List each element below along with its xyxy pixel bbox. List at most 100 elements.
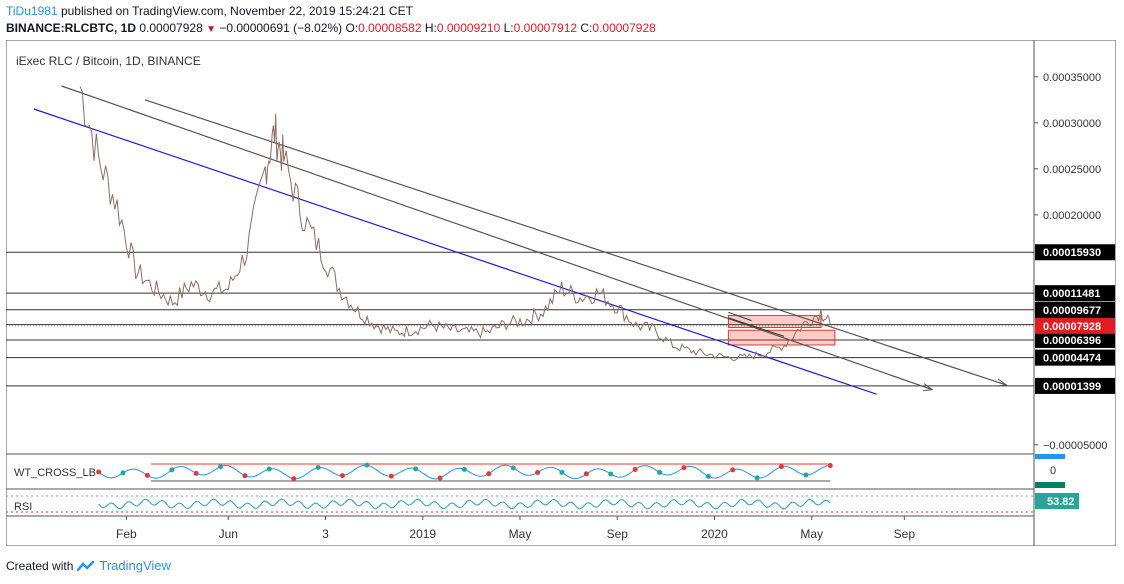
wt-cross-dot (608, 471, 614, 477)
price-axis: 0.00035000 0.00030000 0.00025000 0.00020000… (1034, 72, 1108, 452)
wt-cross-dot (218, 464, 224, 470)
wt-cross-dot (96, 469, 102, 475)
wt-cross-dot (778, 464, 784, 470)
x-tick-label: May (800, 527, 823, 541)
y-tick-label: 0.00025000 (1043, 164, 1101, 176)
tradingview-brand-link[interactable]: TradingView (99, 558, 171, 573)
wt-cross-dot (193, 470, 199, 476)
wt-cross-dot (437, 475, 443, 481)
wt-cross-dot (144, 472, 150, 478)
x-tick-label: Feb (116, 527, 137, 541)
wt-cross-dot (535, 469, 541, 475)
wt-cross-dot (315, 465, 321, 471)
x-tick-label: Sep (607, 527, 629, 541)
wt-cross-dot (266, 466, 272, 472)
wt-cross-dot (169, 467, 175, 473)
level-label-box (1035, 377, 1115, 394)
level-label-box (1035, 301, 1115, 318)
wt-cross-dot (242, 473, 248, 479)
footer: Created with TradingView (6, 558, 171, 573)
x-tick-label: May (509, 527, 532, 541)
open-value: 0.00008582 (358, 21, 422, 35)
price-series (79, 86, 831, 362)
x-tick-label: 3 (322, 527, 329, 541)
level-label-box (1035, 285, 1115, 302)
wt-cross-label: WT_CROSS_LB (14, 467, 96, 479)
symbol-label: BINANCE:RLCBTC, 1D (6, 21, 136, 35)
level-label: 0.00009677 (1043, 305, 1101, 317)
wt-cross-dot (681, 465, 687, 471)
rsi-value-label: 53.82 (1047, 496, 1075, 508)
rsi-value-box (1035, 493, 1079, 509)
chart-title: iExec RLC / Bitcoin, 1D, BINANCE (16, 54, 201, 68)
wt-cross-dot (657, 469, 663, 475)
last-price-label: 0.00007928 (1043, 321, 1101, 333)
trendlines (33, 85, 1008, 395)
wt-cross-dot (413, 466, 419, 472)
trendline (61, 85, 933, 391)
publish-line: TiDu1981 published on TradingView.com, N… (6, 4, 413, 18)
chart-area[interactable]: 0.000159300.000114810.000096770.00008061… (5, 39, 1117, 547)
wt-cross-dot (339, 473, 345, 479)
high-value: 0.00009210 (436, 21, 501, 35)
level-label: 0.00015930 (1043, 247, 1101, 259)
x-tick-label: 2019 (409, 527, 436, 541)
author-link[interactable]: TiDu1981 (6, 4, 58, 18)
wt-cross-dot (510, 465, 516, 471)
wt-cross-dot (388, 473, 394, 479)
wt-cross-dot (803, 472, 809, 478)
price-line (79, 86, 831, 362)
trendline-arrowhead (997, 378, 1008, 387)
level-label-box (1035, 331, 1115, 348)
projection-arrow (728, 317, 785, 337)
wt-value-label: 0 (1050, 465, 1056, 477)
level-label-box (1035, 349, 1115, 366)
rsi-line (98, 498, 831, 510)
wt-cross-dot (705, 473, 711, 479)
tradingview-logo-icon (77, 560, 95, 572)
x-tick-label: Sep (894, 527, 916, 541)
trendline (33, 108, 877, 395)
wt-cross-dot (486, 471, 492, 477)
level-label: 0.00004474 (1043, 353, 1102, 365)
published-text: published on TradingView.com, November 2… (60, 4, 413, 18)
level-label: 0.00011481 (1043, 288, 1101, 300)
trendline (144, 99, 1007, 386)
wt-cross-dot (730, 467, 736, 473)
wt-cross-dot (632, 466, 638, 472)
wt-cross-dot (754, 475, 760, 481)
wt-cross-dot (827, 463, 833, 469)
wt-cross-dot (120, 470, 126, 476)
rsi-label: RSI (14, 501, 32, 513)
chart-svg[interactable]: 0.000159300.000114810.000096770.00008061… (5, 39, 1117, 547)
low-label: L: (503, 21, 514, 35)
y-tick-label: 0.00035000 (1043, 72, 1101, 84)
created-with-text: Created with (6, 558, 74, 573)
indicator-panes: WT_CROSS_LB 0 RSI 53.82 (6, 454, 1079, 513)
level-label: 0.00006396 (1043, 335, 1101, 347)
level-label-box (1035, 244, 1115, 261)
high-label: H: (424, 21, 437, 35)
trendline-arrowhead (923, 383, 934, 392)
close-value: 0.00007928 (592, 21, 656, 35)
wt-cross-dot (364, 462, 370, 468)
wt-cross-dot (559, 469, 565, 475)
target-zone (727, 315, 822, 329)
wt-cross-dot (583, 471, 589, 477)
x-tick-label: Jun (219, 527, 238, 541)
time-axis: Feb Jun 3 2019 May Sep 2020 May Sep (116, 516, 915, 541)
y-tick-label: −0.00005000 (1043, 440, 1108, 452)
horizontal-levels: 0.000159300.000114810.000096770.00008061… (6, 244, 1115, 394)
wt-value-bg (1035, 464, 1065, 476)
level-label: 0.00001399 (1043, 381, 1101, 393)
y-tick-label: 0.00030000 (1043, 118, 1101, 130)
projection-arrows (728, 311, 785, 337)
low-value: 0.00007912 (513, 21, 578, 35)
open-label: O: (345, 21, 359, 35)
close-label: C: (580, 21, 593, 35)
projection-arrow (728, 311, 752, 322)
last-price-box (1035, 317, 1115, 334)
down-arrow-icon: ▼ (206, 24, 216, 35)
change-value: −0.00000691 (−8.02%) (219, 21, 343, 35)
y-tick-label: 0.00020000 (1043, 210, 1101, 222)
